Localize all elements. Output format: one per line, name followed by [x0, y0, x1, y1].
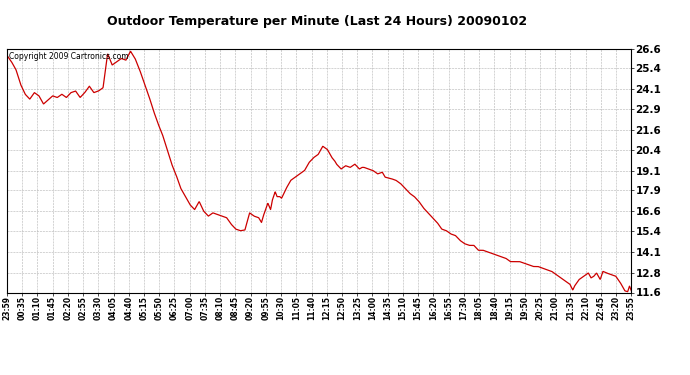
Text: Outdoor Temperature per Minute (Last 24 Hours) 20090102: Outdoor Temperature per Minute (Last 24 … [108, 15, 527, 28]
Text: Copyright 2009 Cartronics.com: Copyright 2009 Cartronics.com [9, 53, 128, 62]
